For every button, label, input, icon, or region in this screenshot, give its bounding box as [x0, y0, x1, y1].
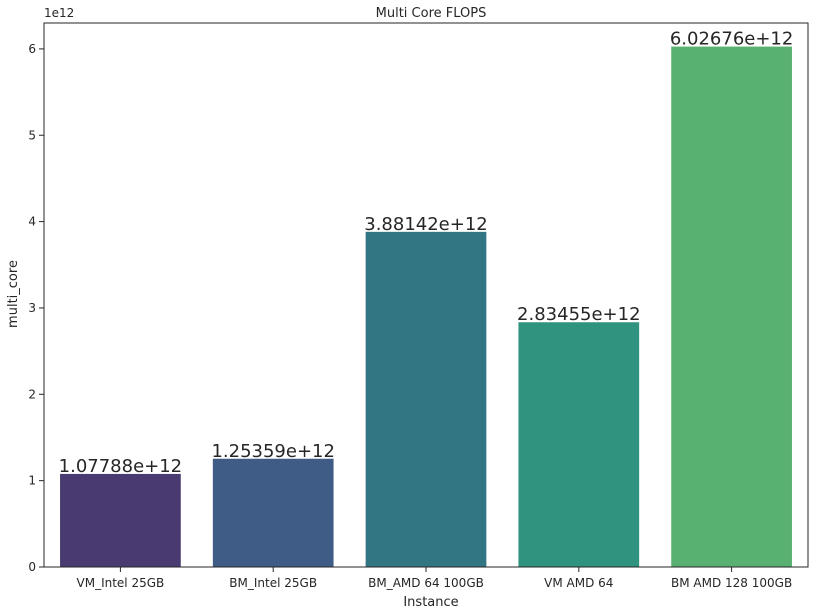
x-tick-label: VM_Intel 25GB — [77, 576, 165, 590]
x-tick-label: BM_Intel 25GB — [229, 576, 317, 590]
data-labels-group: 1.07788e+12 1.25359e+12 3.88142e+12 2.83455… — [59, 29, 794, 477]
y-tick-label: 2 — [28, 387, 36, 401]
y-axis-label: multi_core — [6, 260, 21, 328]
y-tick-label: 5 — [28, 128, 36, 142]
y-tick-label: 0 — [28, 560, 36, 574]
bar-value-label: 1.07788e+12 — [59, 456, 183, 477]
y-offset-label: 1e12 — [44, 6, 74, 20]
bar-value-label: 6.02676e+12 — [670, 29, 794, 50]
x-tick-label: BM AMD 128 100GB — [671, 576, 792, 590]
plot-frame — [43, 22, 809, 568]
bar — [671, 46, 792, 568]
y-axis-ticks: 0 1 2 3 4 5 6 — [28, 42, 44, 574]
chart-title: Multi Core FLOPS — [376, 6, 487, 21]
bar — [212, 458, 334, 567]
bar-value-label: 1.25359e+12 — [211, 441, 335, 462]
y-tick-label: 4 — [28, 215, 36, 229]
bar — [365, 231, 487, 567]
y-tick-label: 6 — [28, 42, 36, 56]
bars-group — [60, 46, 792, 568]
y-tick-label: 3 — [28, 301, 36, 315]
x-tick-label: VM AMD 64 — [544, 576, 613, 590]
x-axis-label: Instance — [403, 595, 458, 610]
bar-value-label: 3.88142e+12 — [364, 214, 488, 235]
bar — [518, 322, 640, 567]
bar-value-label: 2.83455e+12 — [517, 304, 641, 325]
x-tick-label: BM_AMD 64 100GB — [368, 576, 484, 590]
bar — [60, 473, 181, 567]
x-axis-ticks: VM_Intel 25GB BM_Intel 25GB BM_AMD 64 100G… — [77, 567, 792, 590]
y-tick-label: 1 — [28, 474, 36, 488]
